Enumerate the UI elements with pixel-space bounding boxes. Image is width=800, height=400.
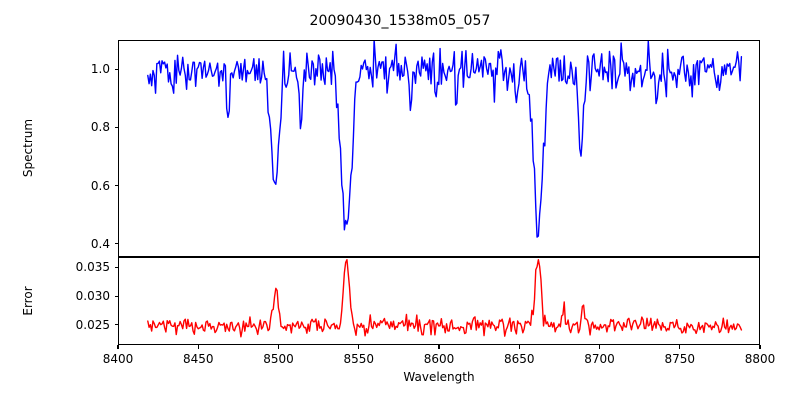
x-tick-mark xyxy=(598,345,601,349)
error-y-tick-mark xyxy=(114,266,118,268)
error-y-tick-label: 0.030 xyxy=(75,289,110,304)
x-tick-label: 8800 xyxy=(744,352,776,366)
x-tick-mark xyxy=(277,345,280,349)
spectrum-y-tick-label: 0.6 xyxy=(90,178,110,193)
spectrum-y-tick-mark xyxy=(114,243,118,245)
x-tick-mark xyxy=(197,345,199,349)
x-tick-label: 8400 xyxy=(102,352,134,366)
spectrum-y-tick-mark xyxy=(114,68,118,70)
x-tick-label: 8750 xyxy=(664,352,696,366)
x-tick-label: 8550 xyxy=(343,352,375,366)
spectrum-y-tick-label: 0.4 xyxy=(90,236,110,251)
x-tick-label: 8600 xyxy=(423,352,455,366)
x-tick-mark xyxy=(438,345,440,349)
error-plot-area xyxy=(119,258,759,344)
spectrum-y-tick-label: 0.8 xyxy=(90,120,110,135)
spectrum-data-line xyxy=(148,41,742,237)
error-y-tick-label: 0.035 xyxy=(75,260,110,275)
error-panel xyxy=(118,257,760,345)
error-y-tick-mark xyxy=(114,324,118,326)
error-y-tick-mark xyxy=(114,295,118,297)
x-tick-label: 8450 xyxy=(182,352,214,366)
x-tick-label: 8650 xyxy=(503,352,535,366)
x-tick-mark xyxy=(117,345,119,349)
x-tick-label: 8700 xyxy=(584,352,615,366)
x-tick-mark xyxy=(358,345,360,349)
x-tick-mark xyxy=(679,345,681,349)
error-y-tick-label: 0.025 xyxy=(75,317,110,332)
spectrum-y-tick-label: 1.0 xyxy=(90,62,110,77)
x-tick-mark xyxy=(759,345,761,349)
x-axis-label: Wavelength xyxy=(403,370,475,384)
spectrum-y-tick-mark xyxy=(114,126,118,128)
x-tick-label: 8500 xyxy=(263,352,294,366)
error-data-line xyxy=(148,260,742,337)
spectrum-y-tick-mark xyxy=(114,185,118,187)
figure-title: 20090430_1538m05_057 xyxy=(309,13,491,29)
spectrum-plot-area xyxy=(119,41,759,256)
spectrum-panel xyxy=(118,40,760,257)
x-tick-mark xyxy=(518,345,520,349)
